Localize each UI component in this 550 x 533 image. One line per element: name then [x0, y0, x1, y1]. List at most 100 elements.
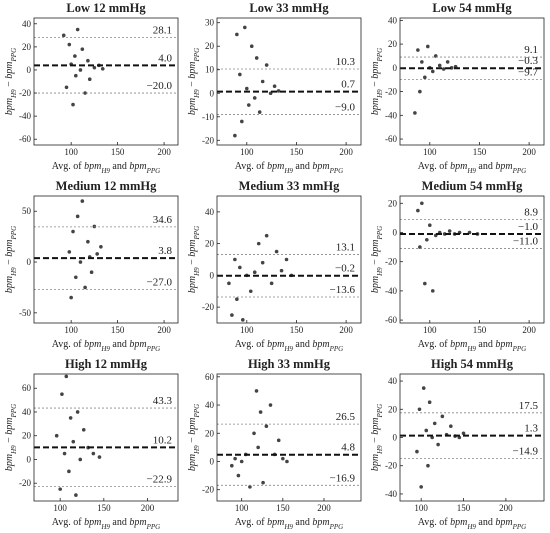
point: [233, 456, 237, 461]
axis-label: Avg. of bpmH9 and bpmPPG: [418, 161, 526, 175]
axis-label-part: bpm: [495, 339, 512, 350]
point: [73, 54, 77, 58]
limit-label: 0.7: [341, 79, 355, 91]
limit-label: 8.9: [524, 207, 538, 219]
limit-label: −11.0: [513, 236, 539, 248]
point: [87, 77, 92, 81]
point: [64, 374, 69, 379]
axis-label-part: bpm: [187, 61, 198, 78]
axis-label-part: and: [293, 517, 312, 528]
x-tick-label: 150: [457, 503, 471, 513]
y-tick-label: -20: [385, 257, 397, 267]
point: [244, 86, 249, 91]
y-tick-label: 40: [22, 407, 32, 417]
point: [264, 233, 269, 238]
axis-label: Avg. of bpmH9 and bpmPPG: [52, 161, 160, 175]
point: [74, 275, 78, 280]
point: [268, 403, 273, 407]
limit-label: 1.3: [524, 423, 538, 435]
point: [58, 487, 62, 491]
axis-label-part: bpm: [312, 161, 329, 172]
y-tick-label: -20: [202, 485, 214, 495]
y-tick-label: -40: [385, 489, 397, 499]
panel: High 33 mmHg 26.5 4.8 −16.9 100 150 200 -20 0 20 4…: [187, 357, 362, 531]
y-tick-label: -40: [19, 111, 31, 121]
panel: Low 33 mmHg 10.3 0.7 −9.0 100 150 200 -20 -10 0 10…: [187, 1, 362, 175]
point: [230, 313, 234, 317]
point: [67, 250, 72, 254]
axis-label-part: and: [110, 339, 129, 350]
axis-label-part: PPG: [10, 404, 18, 419]
limit-label: 43.3: [153, 395, 173, 407]
point: [416, 208, 420, 213]
axis-label-part: bpm: [450, 339, 467, 350]
axis-label-part: bpm: [312, 517, 329, 528]
point: [230, 463, 234, 468]
point: [421, 386, 426, 390]
axis-label-part: and: [476, 517, 495, 528]
axis-label-part: H9: [10, 89, 18, 99]
plot-frame: [33, 373, 179, 502]
point: [437, 63, 442, 68]
point: [69, 295, 73, 300]
axis-label-part: bpm: [370, 98, 381, 115]
axis-label-part: Avg. of: [418, 517, 450, 528]
point: [67, 469, 71, 474]
x-tick-label: 100: [240, 325, 254, 335]
y-tick-label: 20: [388, 404, 398, 414]
axis-label-part: −: [187, 79, 198, 90]
axis-label: bpmH9 − bpmPPG: [4, 48, 18, 115]
axis-label: bpmH9 − bpmPPG: [4, 404, 18, 471]
plot-frame: [399, 373, 545, 502]
axis-label-part: Avg. of: [52, 161, 84, 172]
point: [235, 32, 239, 37]
y-tick-label: 20: [388, 198, 398, 208]
limit-label: 9.1: [524, 44, 538, 56]
point: [80, 199, 85, 203]
axis-label: bpmH9 − bpmPPG: [370, 226, 384, 293]
x-tick-label: 150: [97, 503, 111, 513]
axis-label-part: H9: [10, 445, 18, 455]
point: [71, 102, 75, 107]
point: [64, 85, 69, 90]
panel-title: Medium 54 mmHg: [422, 179, 523, 193]
axis-label-part: H9: [100, 345, 110, 353]
limit-label: 26.5: [336, 411, 356, 423]
point: [80, 47, 85, 51]
point: [252, 270, 257, 275]
point: [461, 431, 466, 436]
point: [86, 239, 90, 244]
x-tick-label: 150: [290, 147, 304, 157]
limit-label: −20.0: [147, 80, 173, 92]
axis-label-part: H9: [376, 267, 384, 277]
axis-label: bpmH9 − bpmPPG: [187, 48, 201, 115]
x-tick-label: 150: [111, 325, 125, 335]
point: [89, 270, 94, 275]
point: [257, 110, 262, 114]
limit-label: −0.2: [335, 263, 355, 275]
plot-frame: [33, 195, 179, 324]
point: [284, 257, 289, 262]
plot-frame: [216, 373, 362, 502]
point: [78, 68, 83, 72]
limit-label: −27.0: [147, 276, 173, 288]
y-tick-label: 0: [393, 433, 398, 443]
panel-title: Medium 33 mmHg: [239, 179, 340, 193]
axis-label: bpmH9 − bpmPPG: [370, 404, 384, 471]
axis-label-part: bpm: [129, 517, 146, 528]
axis-label-part: Avg. of: [52, 517, 84, 528]
y-tick-label: -20: [202, 135, 214, 145]
plot-frame: [33, 17, 179, 146]
axis-label-part: PPG: [512, 167, 527, 175]
point: [281, 456, 285, 461]
point: [419, 485, 423, 489]
limit-label: −1.0: [518, 221, 538, 233]
panel-title: Medium 12 mmHg: [56, 179, 157, 193]
axis-label-part: bpm: [129, 339, 146, 350]
point: [60, 392, 64, 396]
axis-label-part: bpm: [495, 517, 512, 528]
x-tick-label: 200: [499, 503, 513, 513]
axis-label: bpmH9 − bpmPPG: [370, 48, 384, 115]
point: [99, 245, 103, 249]
x-tick-label: 200: [157, 325, 171, 335]
